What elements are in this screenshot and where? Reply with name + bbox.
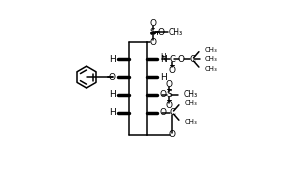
Text: O: O bbox=[158, 28, 165, 37]
Text: CH₃: CH₃ bbox=[169, 28, 183, 37]
Text: O: O bbox=[149, 38, 156, 47]
Text: O: O bbox=[149, 19, 156, 29]
Text: O: O bbox=[109, 73, 116, 82]
Text: S: S bbox=[166, 90, 172, 99]
Text: H: H bbox=[109, 55, 116, 64]
Text: S: S bbox=[150, 28, 156, 37]
Text: H: H bbox=[160, 73, 167, 82]
Text: CH₃: CH₃ bbox=[205, 56, 218, 62]
Text: H: H bbox=[109, 90, 116, 99]
Text: CH₃: CH₃ bbox=[184, 119, 197, 125]
Text: O: O bbox=[178, 55, 185, 64]
Text: C: C bbox=[169, 55, 175, 64]
Text: O: O bbox=[165, 101, 173, 110]
Text: O: O bbox=[160, 108, 167, 117]
Text: O: O bbox=[165, 80, 173, 89]
Text: CH₃: CH₃ bbox=[184, 90, 198, 99]
Text: C: C bbox=[169, 108, 175, 117]
Text: CH₃: CH₃ bbox=[184, 100, 197, 106]
Text: S: S bbox=[0, 173, 1, 174]
Text: O: O bbox=[160, 90, 167, 99]
Text: H: H bbox=[161, 53, 166, 62]
Text: H: H bbox=[109, 108, 116, 117]
Text: CH₃: CH₃ bbox=[204, 66, 217, 72]
Text: CH₃: CH₃ bbox=[204, 47, 217, 53]
Text: C: C bbox=[189, 55, 195, 64]
Text: N: N bbox=[160, 55, 166, 64]
Text: O: O bbox=[168, 66, 176, 75]
Text: O: O bbox=[168, 130, 176, 139]
